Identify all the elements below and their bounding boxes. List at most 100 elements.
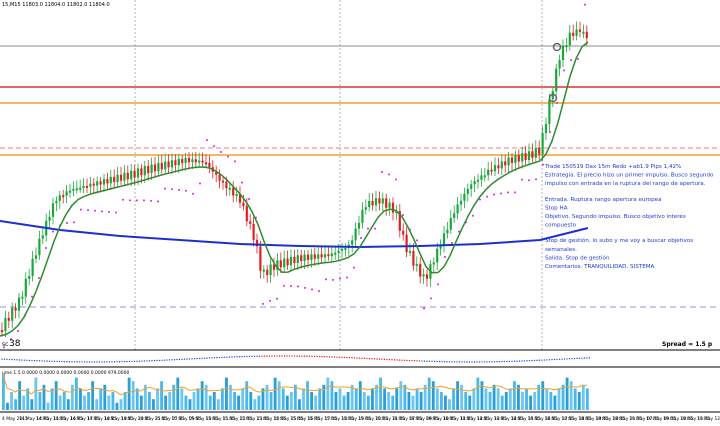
oscillator-dot bbox=[356, 357, 358, 359]
oscillator-dot bbox=[91, 361, 93, 363]
oscillator-dot bbox=[201, 357, 203, 360]
volume-bar bbox=[366, 395, 370, 410]
oscillator-dot bbox=[71, 361, 73, 363]
volume-bar bbox=[529, 395, 533, 410]
candle-body bbox=[364, 207, 367, 210]
oscillator-dot bbox=[333, 356, 336, 358]
oscillator-dot bbox=[368, 357, 371, 360]
oscillator-dot bbox=[26, 359, 28, 362]
candle-body bbox=[89, 183, 92, 187]
psar-dot bbox=[199, 182, 201, 185]
candle-body bbox=[442, 233, 446, 247]
oscillator-dot bbox=[61, 360, 63, 363]
psar-dot bbox=[577, 58, 579, 60]
oscillator-dot bbox=[358, 357, 361, 359]
candle-body bbox=[548, 99, 551, 124]
candle-body bbox=[293, 256, 296, 264]
volume-bar bbox=[371, 388, 374, 410]
candle-body bbox=[351, 240, 354, 245]
candle-body bbox=[558, 60, 561, 69]
candle-body bbox=[143, 166, 146, 176]
oscillator-dot bbox=[378, 358, 381, 360]
candle-body bbox=[4, 317, 7, 331]
volume-bar bbox=[395, 388, 399, 410]
volume-bar bbox=[249, 392, 253, 410]
volume-bar bbox=[79, 388, 82, 410]
oscillator-dot bbox=[278, 355, 281, 357]
time-axis-label: 18 May 16:15 bbox=[528, 416, 558, 422]
psar-dot bbox=[367, 227, 369, 230]
oscillator-dots bbox=[1, 355, 591, 363]
oscillator-dot bbox=[516, 360, 518, 362]
oscillator-dot bbox=[126, 360, 128, 363]
volume-bar bbox=[342, 395, 346, 410]
volume-bar bbox=[220, 388, 224, 410]
oscillator-dot bbox=[533, 359, 536, 362]
entry-marker-icon[interactable] bbox=[548, 93, 558, 103]
oscillator-dot bbox=[213, 357, 216, 359]
oscillator-dot bbox=[53, 360, 56, 363]
candle-body bbox=[269, 264, 272, 275]
oscillator-dot bbox=[288, 355, 291, 357]
oscillator-dot bbox=[258, 355, 261, 357]
candle-body bbox=[470, 184, 473, 189]
exit-marker-icon[interactable] bbox=[552, 42, 562, 52]
oscillator-dot bbox=[568, 358, 571, 360]
candle-body bbox=[191, 159, 194, 163]
candle-body bbox=[7, 317, 10, 321]
psar-dot bbox=[374, 227, 376, 230]
candle-body bbox=[123, 172, 126, 181]
volume-bar bbox=[281, 388, 285, 410]
time-axis-label: 15 May 21:15 bbox=[375, 416, 405, 422]
time-axis-label: 19 May 10:15 bbox=[663, 416, 693, 422]
oscillator-dot bbox=[253, 355, 256, 358]
candle-body bbox=[585, 31, 588, 39]
annotation-line: Entrada. Ruptura rango apertura europea bbox=[545, 197, 662, 203]
candle-body bbox=[245, 206, 248, 222]
volume-bar bbox=[160, 381, 163, 410]
oscillator-dot bbox=[176, 358, 178, 361]
left-label: sc bbox=[2, 341, 8, 348]
oscillator-dot bbox=[116, 361, 118, 363]
candle-body bbox=[561, 45, 565, 61]
oscillator-dot bbox=[451, 361, 453, 363]
oscillator-dot bbox=[211, 357, 213, 359]
oscillator-dot bbox=[578, 357, 581, 360]
candle-body bbox=[531, 151, 534, 158]
oscillator-dot bbox=[206, 357, 208, 359]
volume-bar bbox=[326, 377, 330, 410]
volume-bar bbox=[253, 399, 257, 410]
oscillator-dot bbox=[123, 360, 126, 363]
candle-body bbox=[170, 160, 174, 168]
psar-dot bbox=[192, 192, 194, 195]
psar-dot bbox=[472, 214, 474, 217]
volume-bar bbox=[147, 392, 151, 410]
candle-body bbox=[310, 254, 313, 260]
candle-body bbox=[198, 160, 201, 163]
oscillator-dot bbox=[438, 360, 441, 363]
time-axis-label: 18 May 17:15 bbox=[544, 416, 574, 422]
volume-bar bbox=[553, 395, 557, 410]
volume-bar bbox=[460, 384, 464, 410]
oscillator-pane[interactable] bbox=[0, 351, 720, 367]
oscillator-dot bbox=[111, 361, 113, 363]
volume-bar bbox=[464, 392, 468, 410]
volume-bar bbox=[241, 388, 245, 410]
psar-dot bbox=[500, 192, 502, 195]
oscillator-dot bbox=[573, 357, 576, 360]
candle-body bbox=[374, 198, 378, 206]
oscillator-dot bbox=[146, 360, 148, 362]
volume-bar bbox=[427, 377, 431, 410]
oscillator-dot bbox=[66, 360, 68, 363]
oscillator-dot bbox=[86, 361, 88, 363]
oscillator-dot bbox=[396, 359, 398, 361]
volume-bar bbox=[14, 399, 18, 410]
oscillator-dot bbox=[458, 361, 461, 363]
oscillator-dot bbox=[548, 359, 551, 361]
candle-body bbox=[201, 160, 204, 163]
time-axis-label: 14 May 15:15 bbox=[36, 416, 66, 422]
oscillator-dot bbox=[311, 355, 313, 358]
oscillator-dot bbox=[276, 355, 278, 357]
time-axis-label: 15 May 18:15 bbox=[324, 416, 354, 422]
